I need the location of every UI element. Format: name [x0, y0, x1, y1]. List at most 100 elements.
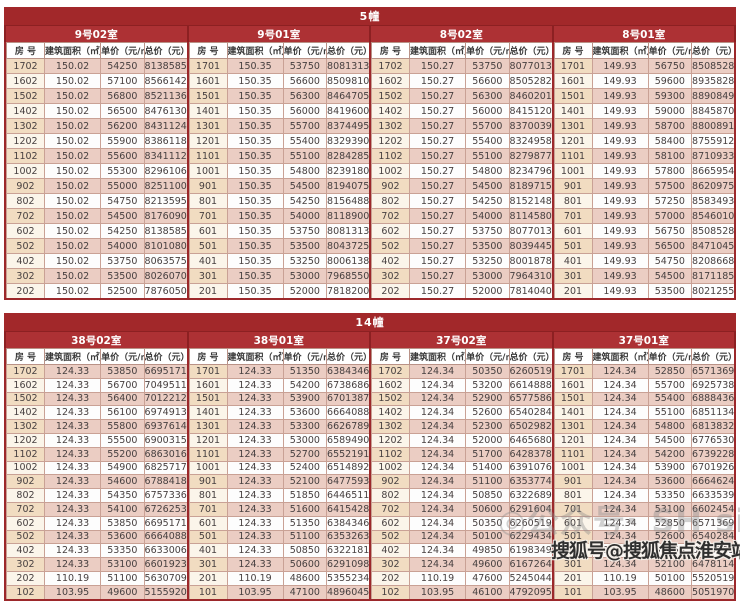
- room-column-title: 9号01室: [189, 26, 371, 42]
- room-cell: 801: [188, 193, 228, 209]
- area-cell: 150.27: [408, 208, 467, 224]
- table-row: 802 150.27 54250 8152148: [371, 193, 554, 209]
- total-price-cell: 6353774: [508, 474, 554, 490]
- unit-price-cell: 56800: [100, 88, 145, 104]
- area-cell: 149.93: [591, 163, 649, 179]
- total-price-cell: 6391076: [508, 460, 554, 476]
- unit-price-cell: 52850: [647, 364, 693, 379]
- area-cell: 124.33: [226, 405, 284, 421]
- room-headers-row: 38号02室 38号01室 37号02室 37号01室: [4, 331, 736, 348]
- unit-price-cell: 56300: [465, 88, 510, 104]
- room-cell: 1201: [188, 133, 228, 149]
- area-cell: 124.34: [591, 515, 649, 531]
- column-header: 单价（元/㎡）: [282, 348, 328, 365]
- area-cell: 124.33: [226, 377, 284, 393]
- table-row: 1302 150.02 56200 8431124: [6, 118, 189, 134]
- room-column-title: 38号02室: [6, 332, 189, 348]
- room-column-title: 38号01室: [189, 332, 371, 348]
- total-price-cell: 6260519: [508, 515, 554, 531]
- table-row: 202 110.19 47600 5245044: [371, 570, 554, 586]
- area-cell: 150.02: [43, 163, 102, 179]
- area-cell: 124.33: [226, 529, 284, 545]
- area-cell: 150.35: [226, 238, 284, 254]
- room-cell: 202: [6, 570, 45, 586]
- area-cell: 103.95: [591, 584, 649, 601]
- column-header: 单价（元/㎡）: [100, 42, 145, 59]
- unit-price-cell: 56400: [100, 391, 145, 407]
- unit-price-cell: 52000: [465, 432, 510, 448]
- room-cell: 702: [371, 501, 410, 517]
- room-cell: 1102: [6, 148, 45, 164]
- area-cell: 150.02: [43, 73, 102, 89]
- table-row: 1402 150.27 56000 8415120: [371, 103, 554, 119]
- total-price-cell: 6739228: [691, 446, 736, 462]
- table-row: 901 124.33 52100 6477593: [188, 474, 371, 490]
- table-row: 1302 124.33 55800 6937614: [6, 419, 189, 434]
- room-cell: 801: [553, 488, 593, 503]
- total-price-cell: 8026070: [143, 268, 189, 284]
- total-price-cell: 8156488: [326, 193, 371, 209]
- table-row: 301 150.35 53000 7968550: [188, 268, 371, 284]
- area-cell: 124.34: [408, 405, 467, 421]
- table-row: 602 150.02 54250 8138585: [6, 223, 189, 239]
- unit-price-cell: 53000: [465, 268, 510, 284]
- room-cell: 1001: [188, 163, 228, 179]
- unit-price-cell: 56750: [647, 223, 693, 239]
- total-price-cell: 6900315: [143, 432, 189, 448]
- table-row: 501 124.33 51100 6353263: [188, 529, 371, 545]
- total-price-cell: 6577586: [508, 391, 554, 407]
- area-cell: 150.27: [408, 283, 467, 300]
- total-price-cell: 8890849: [691, 88, 736, 104]
- area-cell: 149.93: [591, 238, 649, 254]
- total-price-cell: 8081313: [326, 223, 371, 239]
- area-cell: 124.33: [226, 488, 284, 503]
- total-price-cell: 8043725: [326, 238, 371, 254]
- table-row: 401 124.34 52350 6509199: [553, 543, 736, 559]
- total-price-cell: 8063575: [143, 253, 189, 269]
- room-cell: 102: [371, 584, 410, 601]
- column-header: 单价（元/㎡）: [465, 348, 510, 365]
- area-cell: 124.33: [226, 391, 284, 407]
- table-row: 201 110.19 50100 5520519: [553, 570, 736, 586]
- total-price-cell: 8329390: [326, 133, 371, 149]
- area-cell: 150.02: [43, 193, 102, 209]
- room-cell: 1702: [371, 58, 410, 74]
- area-cell: 103.95: [226, 584, 284, 601]
- table-row: 601 150.35 53750 8081313: [188, 223, 371, 239]
- table-row: 901 124.34 53600 6664624: [553, 474, 736, 490]
- room-cell: 902: [6, 178, 45, 194]
- unit-price-cell: 54500: [647, 432, 693, 448]
- table-row: 702 150.02 54500 8176090: [6, 208, 189, 224]
- unit-price-cell: 51100: [282, 529, 328, 545]
- area-cell: 124.33: [43, 460, 102, 476]
- area-cell: 150.27: [408, 223, 467, 239]
- room-cell: 1402: [371, 405, 410, 421]
- unit-price-cell: 48600: [282, 570, 328, 586]
- area-cell: 124.33: [226, 432, 284, 448]
- total-price-cell: 6602454: [691, 501, 736, 517]
- room-cell: 501: [188, 529, 228, 545]
- room-cell: 1501: [553, 88, 593, 104]
- table-row: 501 124.34 52600 6540284: [553, 529, 736, 545]
- room-cell: 201: [188, 570, 228, 586]
- total-price-cell: 8324958: [508, 133, 554, 149]
- unit-price-cell: 52600: [465, 405, 510, 421]
- unit-price-cell: 54500: [100, 208, 145, 224]
- table-row: 1202 124.33 55500 6900315: [6, 432, 189, 448]
- area-cell: 150.27: [408, 163, 467, 179]
- area-cell: 150.27: [408, 58, 467, 74]
- unit-price-cell: 52700: [282, 446, 328, 462]
- total-price-cell: 5355234: [326, 570, 371, 586]
- table-row: 1401 149.93 59000 8845870: [553, 103, 736, 119]
- total-price-cell: 8194075: [326, 178, 371, 194]
- room-cell: 1701: [188, 58, 228, 74]
- table-row: 1701 150.35 53750 8081313: [188, 58, 371, 74]
- area-cell: 124.33: [43, 391, 102, 407]
- price-table: 房 号建筑面积（㎡）单价（元/㎡）总价（元）1701124.3452850657…: [553, 348, 736, 601]
- total-price-cell: 8583493: [691, 193, 736, 209]
- area-cell: 150.02: [43, 103, 102, 119]
- area-cell: 124.34: [408, 488, 467, 503]
- room-cell: 1302: [6, 118, 45, 134]
- table-row: 1001 149.93 57800 8665954: [553, 163, 736, 179]
- table-row: 602 150.27 53750 8077013: [371, 223, 554, 239]
